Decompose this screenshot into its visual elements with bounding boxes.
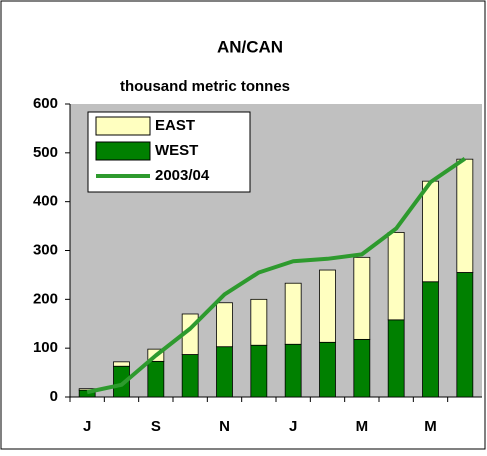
bar bbox=[422, 180, 439, 283]
bar bbox=[216, 346, 233, 398]
bar bbox=[181, 354, 199, 398]
bar bbox=[387, 319, 405, 398]
y-tick-label: 300 bbox=[33, 241, 58, 258]
chart-title: AN/CAN bbox=[217, 37, 283, 56]
bar bbox=[284, 343, 302, 398]
bar bbox=[456, 272, 474, 398]
x-tick-label: J bbox=[289, 418, 297, 435]
bar bbox=[284, 282, 302, 345]
x-tick-label: M bbox=[356, 418, 369, 435]
legend-label: EAST bbox=[155, 117, 195, 134]
legend-swatch bbox=[95, 141, 151, 161]
y-tick-label: 500 bbox=[33, 144, 58, 161]
legend-swatch bbox=[95, 116, 151, 136]
bar bbox=[422, 281, 439, 398]
y-tick-label: 400 bbox=[33, 193, 58, 210]
bar bbox=[250, 344, 268, 398]
line bbox=[86, 157, 466, 395]
chart-subtitle: thousand metric tonnes bbox=[120, 78, 290, 95]
y-tick-label: 600 bbox=[33, 95, 58, 112]
bar bbox=[387, 232, 405, 321]
bar bbox=[216, 302, 233, 348]
x-tick-label: J bbox=[83, 418, 91, 435]
y-tick-label: 100 bbox=[33, 339, 58, 356]
y-tick-label: 200 bbox=[33, 290, 58, 307]
y-tick-label: 0 bbox=[50, 388, 58, 405]
x-tick-label: M bbox=[424, 418, 437, 435]
legend-label: 2003/04 bbox=[155, 167, 210, 184]
x-tick-label: S bbox=[151, 418, 161, 435]
bar bbox=[353, 338, 371, 398]
bar bbox=[353, 256, 371, 340]
bar bbox=[319, 341, 336, 398]
x-tick-label: N bbox=[219, 418, 230, 435]
bar bbox=[113, 361, 130, 367]
legend-label: WEST bbox=[155, 142, 198, 159]
bar bbox=[319, 269, 336, 343]
bar bbox=[456, 158, 474, 273]
bar bbox=[147, 360, 165, 398]
bar bbox=[250, 298, 268, 346]
